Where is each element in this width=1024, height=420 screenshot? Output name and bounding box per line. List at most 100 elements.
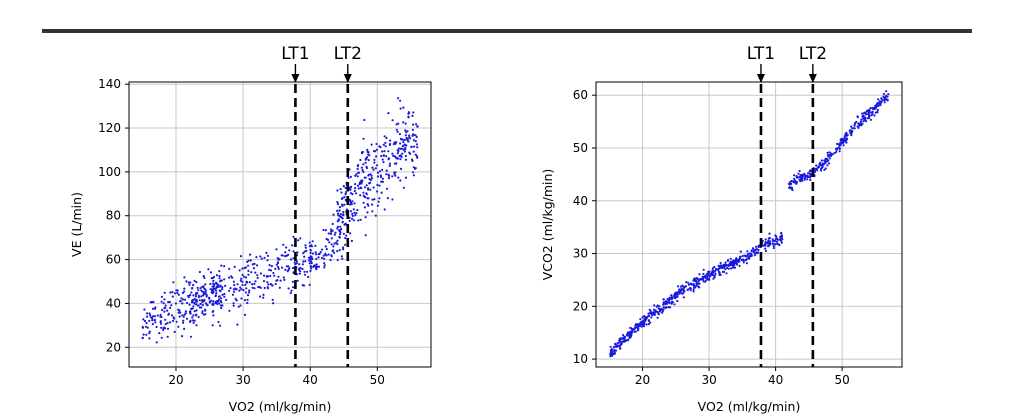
data-point: [341, 220, 344, 223]
data-point: [153, 315, 156, 318]
data-point: [360, 179, 363, 182]
data-point: [292, 235, 295, 239]
data-point: [272, 302, 275, 305]
data-point: [192, 294, 195, 297]
data-point: [609, 345, 612, 348]
data-point: [399, 99, 402, 102]
data-point: [183, 327, 186, 330]
data-point: [332, 245, 335, 248]
data-point: [809, 174, 812, 178]
data-point: [385, 155, 388, 158]
data-point: [369, 181, 372, 184]
data-point: [195, 309, 198, 312]
data-point: [336, 201, 339, 204]
data-point: [245, 281, 248, 284]
data-point: [162, 328, 165, 331]
data-point: [225, 298, 228, 301]
data-point: [856, 125, 859, 128]
data-point: [710, 273, 713, 276]
data-point: [288, 267, 291, 270]
data-point: [414, 140, 417, 143]
data-point: [659, 309, 662, 312]
data-point: [369, 188, 372, 191]
data-point: [656, 316, 659, 319]
data-point: [349, 192, 353, 195]
data-point: [241, 273, 244, 276]
data-point: [282, 243, 285, 246]
data-point: [688, 287, 692, 290]
data-point: [402, 106, 405, 109]
data-point: [685, 281, 688, 284]
data-point: [393, 162, 397, 165]
data-point: [315, 263, 318, 266]
data-point: [211, 303, 214, 306]
data-point: [772, 244, 775, 248]
data-point: [735, 263, 739, 266]
data-point: [196, 304, 199, 307]
data-point: [217, 298, 221, 301]
data-point: [180, 297, 183, 300]
data-point: [823, 168, 826, 171]
data-point: [410, 158, 414, 161]
data-point: [869, 118, 873, 121]
data-point: [248, 291, 251, 294]
data-point: [362, 163, 365, 166]
data-point: [141, 325, 144, 328]
data-point: [150, 301, 153, 304]
data-point: [303, 270, 306, 273]
data-point: [387, 157, 390, 160]
data-point: [329, 232, 333, 235]
data-point: [164, 318, 167, 321]
data-point: [746, 250, 749, 253]
data-point: [355, 212, 358, 215]
data-point: [829, 152, 833, 155]
data-point: [315, 257, 318, 260]
data-point: [753, 254, 756, 257]
data-point: [764, 247, 767, 250]
data-point: [353, 202, 356, 205]
x-axis-label: VO2 (ml/kg/min): [229, 399, 332, 414]
data-point: [232, 280, 235, 283]
data-point: [818, 165, 821, 168]
data-point: [861, 122, 864, 125]
data-point: [842, 144, 845, 147]
data-point: [198, 299, 201, 302]
data-point: [363, 206, 366, 209]
data-point: [240, 288, 243, 291]
data-point: [411, 114, 414, 117]
data-point: [246, 294, 250, 297]
data-point: [330, 243, 333, 246]
data-point: [788, 186, 791, 189]
data-point: [181, 298, 184, 301]
data-point: [362, 170, 365, 174]
data-point: [273, 274, 276, 277]
data-point: [614, 342, 617, 345]
data-point: [182, 315, 185, 318]
data-point: [167, 300, 170, 304]
data-point: [304, 260, 307, 263]
data-point: [359, 194, 362, 197]
data-point: [187, 296, 190, 299]
data-point: [620, 342, 623, 345]
data-point: [746, 254, 749, 257]
data-point: [200, 295, 203, 298]
data-point: [286, 270, 289, 273]
data-point: [263, 286, 266, 290]
data-point: [200, 306, 203, 309]
data-point: [243, 313, 247, 316]
data-point: [836, 142, 839, 145]
data-point: [319, 251, 322, 254]
data-point: [251, 286, 254, 289]
data-point: [228, 289, 231, 292]
data-point: [396, 157, 400, 160]
data-point: [638, 324, 642, 327]
data-point: [692, 290, 695, 293]
data-point: [375, 142, 378, 146]
data-point: [342, 213, 345, 216]
data-point: [395, 128, 398, 131]
data-point: [255, 264, 259, 267]
data-point: [383, 208, 386, 211]
data-point: [331, 222, 334, 226]
data-point: [330, 230, 333, 233]
data-point: [342, 185, 345, 188]
